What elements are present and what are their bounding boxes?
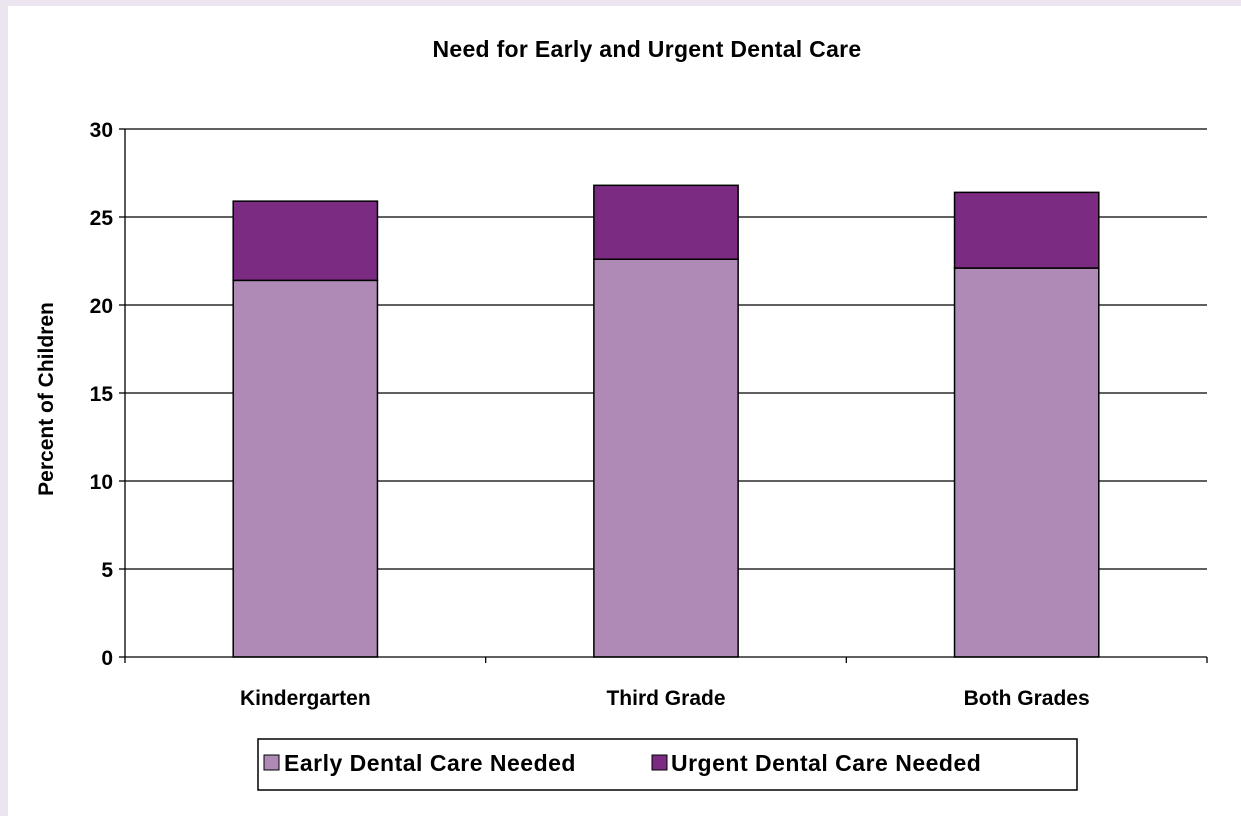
- axes: [119, 128, 1208, 663]
- x-category-label: Kindergarten: [240, 687, 371, 710]
- stacked-bar-chart: Need for Early and Urgent Dental Care 0 5…: [35, 36, 1208, 791]
- bars: [232, 184, 1100, 658]
- y-tick-label: 20: [90, 295, 113, 318]
- legend-swatch-early: [263, 754, 280, 771]
- legend: Early Dental Care Needed Urgent Dental C…: [257, 738, 1078, 791]
- bar-segment-urgent: [593, 184, 739, 260]
- chart-title: Need for Early and Urgent Dental Care: [432, 36, 861, 62]
- y-tick-label: 25: [90, 207, 114, 230]
- bar-segment-urgent: [232, 200, 379, 282]
- bar-segment-urgent: [953, 191, 1100, 269]
- x-category-labels: Kindergarten Third Grade Both Grades: [240, 687, 1090, 710]
- bar-segment-early: [953, 267, 1100, 658]
- bar-segment-early: [593, 258, 739, 658]
- legend-swatch-urgent: [651, 754, 668, 771]
- chart-frame: Need for Early and Urgent Dental Care 0 5…: [8, 6, 1241, 816]
- bar-segment-early: [232, 279, 379, 658]
- x-category-label: Both Grades: [964, 687, 1090, 710]
- y-tick-label: 15: [90, 383, 114, 406]
- legend-label-early: Early Dental Care Needed: [284, 750, 576, 776]
- y-tick-label: 5: [101, 559, 113, 582]
- y-axis-label: Percent of Children: [35, 302, 58, 496]
- legend-label-urgent: Urgent Dental Care Needed: [671, 750, 981, 776]
- y-tick-label: 10: [90, 471, 113, 494]
- y-tick-labels: 0 5 10 15 20 25 30: [90, 119, 114, 670]
- y-tick-label: 30: [90, 119, 113, 142]
- y-tick-label: 0: [101, 647, 113, 670]
- x-category-label: Third Grade: [606, 687, 725, 710]
